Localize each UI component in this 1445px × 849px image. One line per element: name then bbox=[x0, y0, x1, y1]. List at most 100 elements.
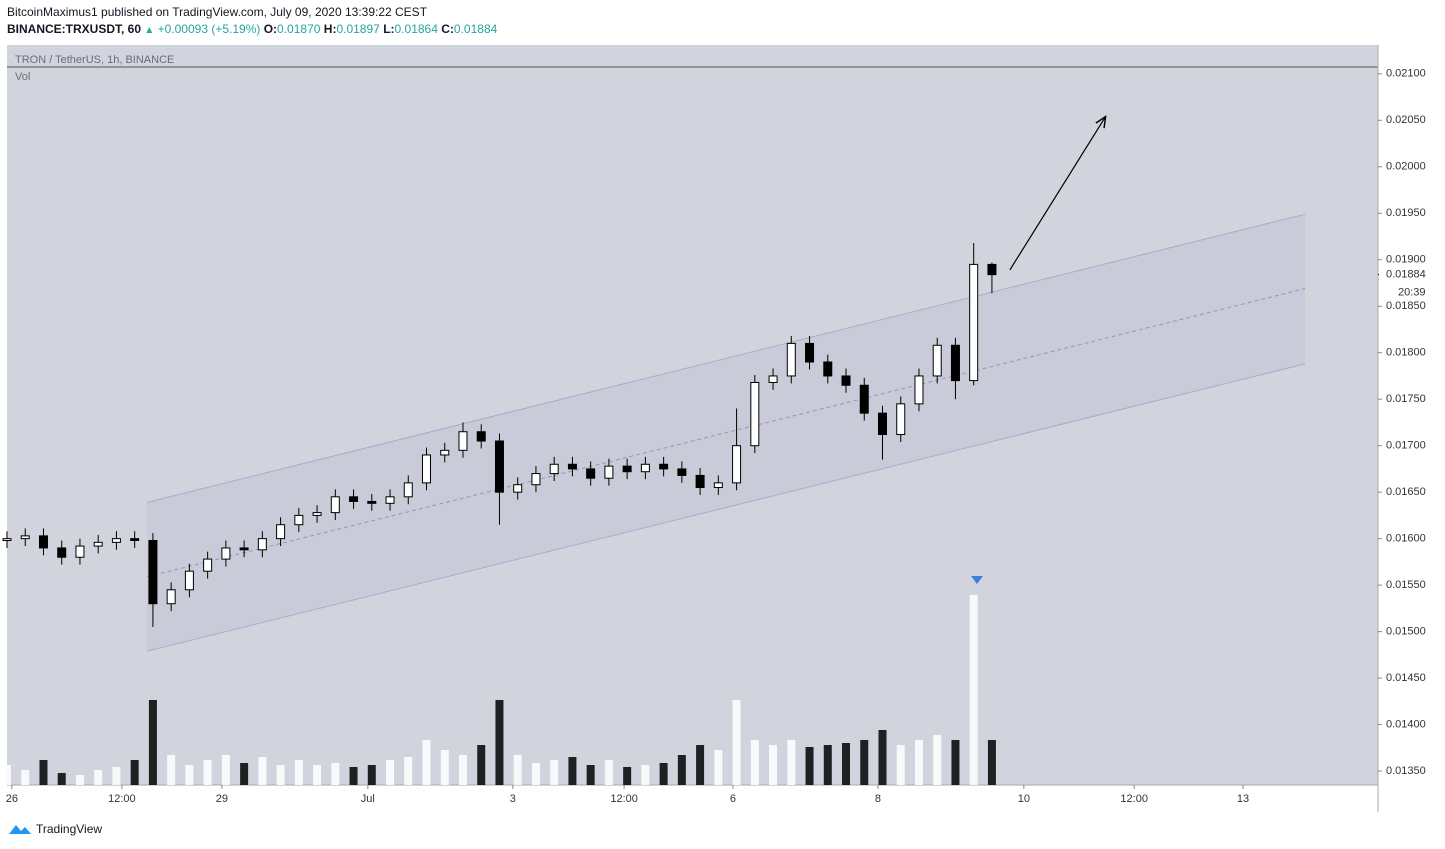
volume-bar bbox=[842, 743, 851, 785]
candle-body bbox=[841, 375, 851, 386]
x-tick-label: 12:00 bbox=[108, 793, 136, 805]
volume-bar bbox=[951, 740, 960, 785]
candle-body bbox=[786, 342, 796, 377]
volume-bar bbox=[367, 765, 376, 785]
candle-body bbox=[622, 465, 632, 473]
up-arrow: ▲ bbox=[144, 25, 155, 36]
candle-body bbox=[276, 524, 286, 540]
volume-bar bbox=[75, 775, 84, 785]
chart-title: TRON / TetherUS, 1h, BINANCE bbox=[15, 54, 174, 66]
volume-bar bbox=[677, 755, 686, 785]
x-tick-label: 6 bbox=[730, 793, 736, 805]
last-price-label: 0.01884 bbox=[1386, 269, 1426, 281]
y-tick-label: 0.01350 bbox=[1386, 765, 1426, 777]
volume-bar bbox=[294, 760, 303, 785]
candle-body bbox=[75, 545, 85, 558]
candle-body bbox=[914, 375, 924, 405]
volume-bar bbox=[276, 765, 285, 785]
volume-label: Vol bbox=[15, 71, 30, 83]
y-tick-label: 0.02000 bbox=[1386, 161, 1426, 173]
candle-body bbox=[312, 512, 322, 516]
y-tick-label: 0.01550 bbox=[1386, 579, 1426, 591]
y-tick-label: 0.01700 bbox=[1386, 440, 1426, 452]
candle-body bbox=[422, 454, 432, 484]
candle-body bbox=[440, 449, 450, 456]
volume-bar bbox=[404, 757, 413, 785]
volume-bar bbox=[933, 735, 942, 785]
volume-bar bbox=[805, 747, 814, 785]
countdown-tag bbox=[1379, 284, 1443, 301]
volume-bar bbox=[386, 760, 395, 785]
x-tick-label: 26 bbox=[6, 793, 18, 805]
candle-body bbox=[130, 538, 140, 542]
l-label: L: bbox=[383, 22, 395, 36]
y-tick-label: 0.01600 bbox=[1386, 533, 1426, 545]
volume-bar bbox=[860, 740, 869, 785]
h-label: H: bbox=[323, 22, 337, 36]
volume-bar bbox=[21, 770, 30, 785]
low-value: 0.01864 bbox=[394, 22, 438, 36]
volume-bar bbox=[550, 760, 559, 785]
candle-body bbox=[20, 535, 30, 540]
volume-bar bbox=[57, 773, 66, 785]
volume-bar bbox=[240, 763, 249, 785]
volume-bar bbox=[586, 765, 595, 785]
x-tick-label: Jul bbox=[361, 793, 375, 805]
y-tick-label: 0.02100 bbox=[1386, 68, 1426, 80]
candle-body bbox=[330, 496, 340, 514]
candle-body bbox=[586, 468, 596, 479]
candle-body bbox=[713, 482, 723, 489]
candle-body bbox=[367, 500, 377, 504]
candle-body bbox=[732, 445, 742, 484]
volume-bar bbox=[130, 760, 139, 785]
volume-bar bbox=[112, 767, 121, 785]
candle-body bbox=[184, 570, 194, 591]
candle-body bbox=[750, 381, 760, 447]
volume-bar bbox=[987, 740, 996, 785]
volume-bar bbox=[896, 745, 905, 785]
candle-body bbox=[969, 263, 979, 382]
author-line: BitcoinMaximus1 published on TradingView… bbox=[7, 5, 428, 19]
x-tick-label: 8 bbox=[875, 793, 881, 805]
candle-body bbox=[2, 538, 12, 542]
x-tick-label: 3 bbox=[510, 793, 516, 805]
volume-bar bbox=[531, 763, 540, 785]
volume-bar bbox=[732, 700, 741, 785]
volume-bar bbox=[787, 740, 796, 785]
candle-body bbox=[859, 384, 869, 414]
volume-bar bbox=[3, 765, 11, 785]
volume-bar bbox=[477, 745, 486, 785]
plot-background bbox=[7, 45, 1378, 785]
event-marker bbox=[971, 576, 983, 584]
candle-body bbox=[932, 344, 942, 377]
chart: TRON / TetherUS, 1h, BINANCE Vol 0.01350… bbox=[2, 45, 1443, 812]
last-price-tag bbox=[1379, 266, 1443, 283]
volume-bar bbox=[623, 767, 632, 785]
candle-body bbox=[823, 361, 833, 377]
candle-body bbox=[257, 538, 267, 551]
footer: TradingView bbox=[8, 822, 102, 836]
candle-body bbox=[239, 547, 249, 551]
candle-body bbox=[513, 484, 523, 493]
candle-body bbox=[458, 431, 468, 451]
volume-bar bbox=[696, 745, 705, 785]
candle-body bbox=[349, 496, 359, 502]
volume-bar bbox=[422, 740, 431, 785]
y-tick-label: 0.01900 bbox=[1386, 254, 1426, 266]
y-tick-label: 0.01400 bbox=[1386, 718, 1426, 730]
close-value: 0.01884 bbox=[453, 22, 498, 36]
candle-body bbox=[659, 463, 669, 470]
volume-bar bbox=[313, 765, 322, 785]
volume-bar bbox=[641, 765, 650, 785]
x-tick-label: 12:00 bbox=[610, 793, 638, 805]
change: +0.00093 (+5.19%) bbox=[157, 22, 261, 36]
candle-body bbox=[567, 463, 577, 470]
candle-body bbox=[549, 463, 559, 475]
y-tick-label: 0.01950 bbox=[1386, 207, 1426, 219]
candle-body bbox=[896, 403, 906, 436]
volume-bar bbox=[878, 730, 887, 785]
volume-bar bbox=[823, 745, 832, 785]
candle-body bbox=[221, 547, 231, 560]
header: BitcoinMaximus1 published on TradingView… bbox=[7, 4, 497, 39]
candle-body bbox=[494, 440, 504, 493]
